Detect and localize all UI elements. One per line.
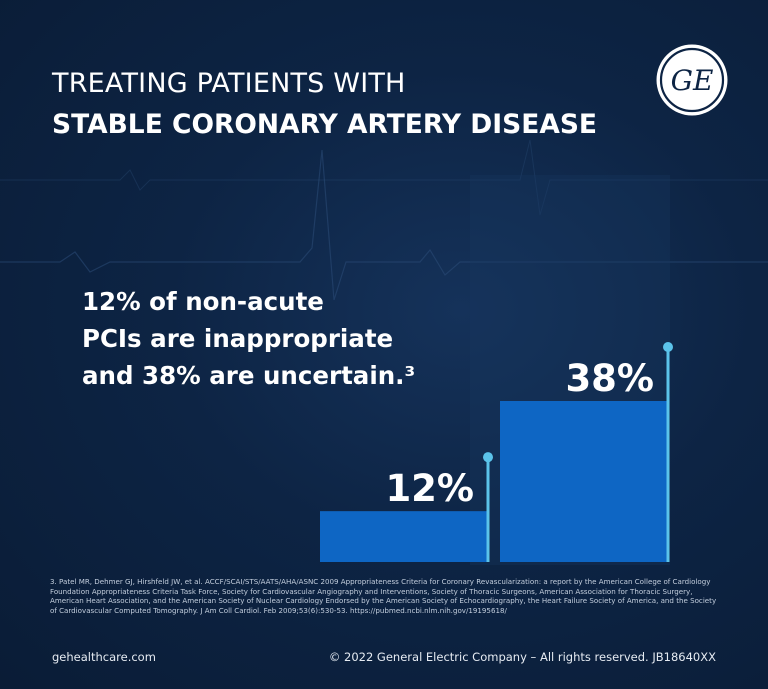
bar-1-marker-dot [483, 452, 493, 463]
headline: 12% of non-acute PCIs are inappropriate … [82, 283, 442, 394]
bar-1-value-label: 12% [385, 467, 474, 510]
headline-line-1: 12% of non-acute [82, 287, 324, 316]
logo-text: GE [671, 64, 714, 97]
bar-2-marker-dot [663, 342, 673, 352]
title-line-2: STABLE CORONARY ARTERY DISEASE [52, 109, 598, 140]
bar-2 [500, 401, 668, 562]
footnote-citation: 3. Patel MR, Dehmer GJ, Hirshfeld JW, et… [50, 577, 717, 615]
ge-monogram-icon: GE [656, 44, 728, 116]
copyright-text: © 2022 General Electric Company – All ri… [328, 650, 716, 664]
bar-2-value-label: 38% [565, 357, 654, 400]
website-link[interactable]: gehealthcare.com [52, 650, 156, 664]
headline-line-2: PCIs are inappropriate [82, 324, 394, 353]
headline-line-3: and 38% are uncertain.³ [82, 361, 416, 390]
title: TREATING PATIENTS WITH STABLE CORONARY A… [52, 68, 597, 140]
bar-1 [320, 511, 488, 562]
title-line-1: TREATING PATIENTS WITH [52, 68, 406, 99]
